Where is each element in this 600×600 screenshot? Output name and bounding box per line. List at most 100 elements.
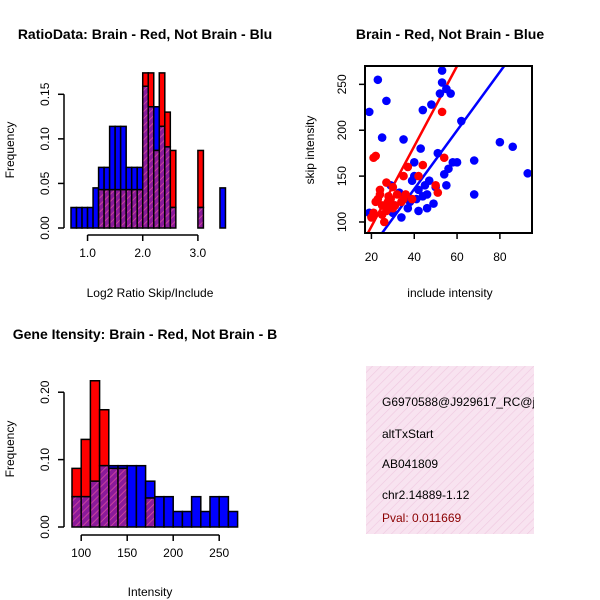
- scatter-point-red: [407, 194, 417, 204]
- ratio-bar-overlap-hatch: [130, 188, 138, 229]
- scatter-point-red: [399, 171, 408, 181]
- scatter-x-tick-label: 80: [493, 250, 507, 264]
- intensity-bar-top: [200, 510, 211, 528]
- ratio-bar-top: [103, 166, 111, 191]
- intensity-y-tick-label: 0.00: [38, 515, 52, 539]
- ratio-bar-top: [136, 166, 144, 191]
- ratio-bar-top: [219, 187, 227, 229]
- ratio-y-tick-label: 0.15: [38, 82, 52, 106]
- scatter-point-red: [439, 153, 449, 163]
- ratio-bar-overlap-hatch: [108, 188, 116, 229]
- scatter-point-red: [431, 180, 440, 190]
- scatter-points: [365, 66, 532, 227]
- scatter-point-blue: [416, 144, 425, 153]
- intensity-x-axis-label: Intensity: [128, 585, 173, 599]
- ratio-bar-top: [75, 206, 83, 229]
- scatter-y-tick-label: 250: [335, 74, 349, 94]
- scatter-point-red: [382, 178, 391, 187]
- ratio-bar-top: [81, 206, 89, 229]
- scatter-point-red: [414, 171, 423, 181]
- scatter-point-blue: [495, 137, 505, 147]
- scatter-point-blue: [437, 78, 447, 87]
- scatter-point-red: [418, 160, 428, 170]
- scatter-point-blue: [469, 190, 479, 199]
- scatter-point-red: [433, 188, 443, 197]
- scatter-point-blue: [422, 203, 432, 213]
- scatter-x-tick-label: 60: [450, 250, 464, 264]
- intensity-bar-overlap-hatch: [108, 467, 119, 528]
- ratio-bar-overlap-hatch: [136, 188, 144, 229]
- intensity-chart-title: Gene Itensity: Brain - Red, Not Brain - …: [13, 326, 277, 342]
- ratio-bar-overlap-hatch: [158, 125, 166, 229]
- scatter-point-blue: [442, 180, 451, 190]
- scatter-point-red: [390, 201, 400, 210]
- ratio-x-tick-label: 1.0: [79, 246, 96, 260]
- ratio-bar-overlap-hatch: [97, 188, 105, 229]
- scatter-x-tick-label: 40: [408, 250, 422, 264]
- ratio-bar-overlap-hatch: [153, 149, 161, 229]
- intensity-bar-top: [172, 510, 184, 528]
- ratio-bar-top: [119, 125, 127, 191]
- intensity-bar-top: [163, 495, 174, 528]
- accession-text: AB041809: [382, 457, 438, 471]
- scatter-point-blue: [469, 156, 479, 165]
- intensity-y-tick-label: 0.10: [38, 448, 52, 472]
- scatter-point-red: [379, 217, 389, 227]
- scatter-point-blue: [418, 105, 428, 115]
- ratio-bar-top: [130, 166, 138, 191]
- scatter-point-blue: [457, 116, 466, 126]
- intensity-bar-overlap-hatch: [144, 497, 156, 528]
- scatter-x-axis-label: include intensity: [407, 286, 492, 300]
- scatter-point-blue: [444, 164, 453, 174]
- scatter-point-red: [437, 107, 447, 117]
- ratio-bar-top: [164, 111, 172, 148]
- intensity-bar-top: [80, 438, 92, 498]
- intensity-bar-top: [181, 510, 193, 528]
- scatter-y-tick-label: 100: [335, 212, 349, 232]
- ratio-histogram-panel: RatioData: Brain - Red, Not Brain - Blu …: [3, 26, 272, 300]
- ratio-bar-overlap-hatch: [197, 206, 205, 229]
- intensity-bar-overlap-hatch: [117, 467, 128, 528]
- ratio-bar-top: [125, 166, 133, 191]
- scatter-plot-frame: [364, 65, 533, 234]
- scatter-y-tick-label: 150: [335, 166, 349, 186]
- ratio-bar-top: [70, 206, 78, 229]
- scatter-point-red: [375, 190, 385, 199]
- scatter-point-blue: [377, 133, 387, 142]
- intensity-bar-top: [89, 380, 101, 482]
- scatter-panel: Brain - Red, Not Brain - Blue 20 40 60 80 10…: [303, 26, 544, 300]
- scatter-point-blue: [508, 142, 518, 152]
- scatter-x-tick-label: 20: [365, 250, 379, 264]
- scatter-point-blue: [424, 176, 434, 185]
- scatter-point-blue: [523, 169, 532, 178]
- intensity-bar-top: [71, 467, 82, 498]
- scatter-point-red: [382, 206, 391, 216]
- scatter-point-blue: [446, 89, 455, 98]
- scatter-point-blue: [414, 185, 423, 195]
- ratio-axes: 1.0 2.0 3.0 0.00 0.05 0.10 0.15: [38, 82, 207, 260]
- scatter-point-blue: [414, 206, 423, 216]
- ratio-bar-top: [169, 149, 177, 209]
- scatter-point-blue: [452, 158, 462, 167]
- ratio-bar-overlap-hatch: [125, 188, 133, 229]
- scatter-point-red: [388, 182, 398, 192]
- ratio-bar-top: [86, 206, 94, 229]
- cluster-id-text: chr2.14889-1.12: [382, 488, 470, 502]
- ratio-bar-top: [97, 166, 105, 191]
- ratio-bar-top: [108, 125, 116, 191]
- event-type-text: altTxStart: [382, 427, 434, 441]
- ratio-bar-overlap-hatch: [103, 188, 111, 229]
- scatter-axes: 20 40 60 80 100 150 200 250: [335, 74, 507, 264]
- intensity-axes: 100 150 200 250 0.00 0.10 0.20: [38, 380, 230, 560]
- ratio-y-tick-label: 0.00: [38, 216, 52, 240]
- scatter-point-red: [386, 194, 395, 204]
- scatter-point-blue: [433, 148, 443, 158]
- info-panel-background: [366, 366, 534, 534]
- ratio-x-axis-label: Log2 Ratio Skip/Include: [87, 286, 214, 300]
- ratio-bar-top: [197, 149, 205, 209]
- scatter-chart-title: Brain - Red, Not Brain - Blue: [356, 26, 544, 42]
- info-panel: G6970588@J929617_RC@j_at altTxStart AB04…: [366, 366, 534, 534]
- ratio-bar-top: [114, 125, 122, 191]
- intensity-x-tick-label: 200: [163, 546, 183, 560]
- scatter-point-red: [392, 190, 402, 199]
